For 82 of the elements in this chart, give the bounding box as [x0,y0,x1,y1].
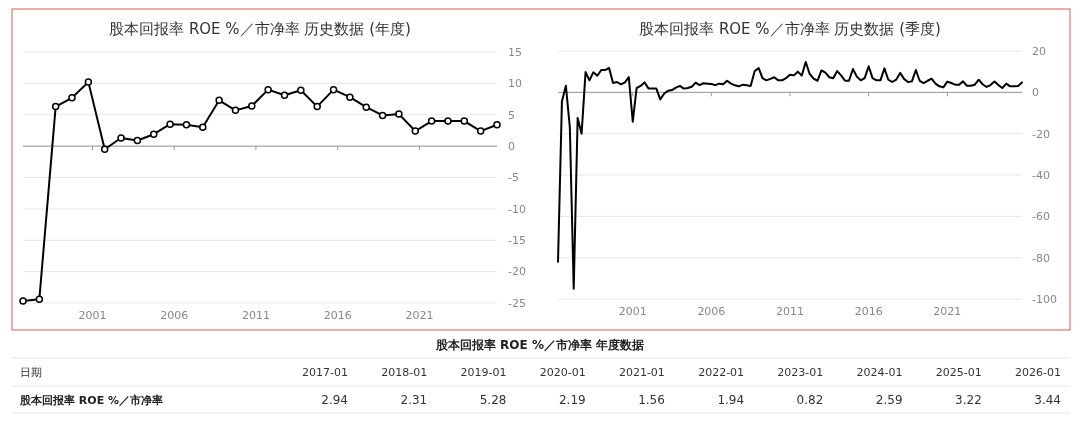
y-tick-label: -20 [1032,127,1050,141]
category-label: 2024-01 [856,366,903,379]
category-label: 2021-01 [618,366,665,379]
y-tick-label: -5 [508,171,519,185]
x-tick-label: 2011 [776,305,805,318]
point [378,111,387,120]
y-tick-label: 15 [508,45,522,59]
point [182,121,191,129]
point [84,78,93,86]
point [248,102,256,110]
y-tick-label: 0 [508,139,515,153]
x-tick-label: 2001 [78,309,107,322]
text: 股本回报率 ROE %／市净率 年度数据 [434,338,645,352]
text: 股本回报率 ROE %／市净率 [19,394,164,407]
x-tick-label: 2021 [933,305,962,318]
data-label: 3.44 [1034,393,1061,407]
x-tick-label: 2001 [618,305,647,318]
point [117,134,125,142]
point [362,103,370,111]
point [199,123,207,132]
point [215,96,223,105]
data-label: 1.94 [717,393,745,407]
chart-title: 股本回报率 ROE %／市净率 历史数据 (季度) [639,20,941,38]
point [395,110,403,118]
point [166,120,174,128]
x-tick-label: 2006 [160,309,189,322]
data-label: 0.82 [796,393,824,407]
point [460,117,469,125]
point [313,102,321,111]
y-tick-label: -15 [508,234,526,248]
point [444,117,452,125]
category-label: 2023-01 [777,366,824,379]
line-series [557,60,1023,290]
y-tick-label: -80 [1032,251,1050,265]
data-label: 2.94 [321,393,348,407]
point [264,85,272,94]
point [133,136,142,145]
point [19,297,27,305]
x-tick-label: 2016 [323,309,352,322]
y-tick-label: 20 [1032,44,1046,58]
point [100,145,109,154]
point [231,106,240,115]
y-tick-label: -100 [1032,292,1057,306]
category-label: 2026-01 [1015,366,1061,379]
data-label: 5.28 [479,393,507,407]
y-tick-label: 10 [508,77,522,91]
y-tick-label: 0 [1032,86,1039,100]
y-tick-label: -60 [1032,210,1050,224]
text: 日期 [20,366,42,379]
point [150,130,158,138]
category-label: 2022-01 [698,366,745,379]
y-tick-label: -25 [508,296,526,310]
data-label: 2.59 [875,393,903,407]
point [51,102,60,111]
data-label: 2.19 [558,393,586,407]
point [476,127,485,135]
category-label: 2020-01 [539,366,586,379]
category-label: 2019-01 [460,366,507,379]
data-label: 1.56 [638,393,665,407]
x-tick-label: 2011 [241,309,270,322]
point [329,85,338,94]
data-label: 2.31 [400,393,428,407]
point [411,127,420,135]
category-label: 2018-01 [381,366,428,379]
category-label: 2017-01 [302,366,348,379]
category-label: 2025-01 [935,366,982,379]
chart-title: 股本回报率 ROE %／市净率 历史数据 (年度) [109,20,411,38]
point [297,86,305,95]
point [493,121,501,129]
x-tick-label: 2006 [697,305,726,318]
point [346,93,354,101]
point [68,94,76,102]
point [35,295,44,303]
x-tick-label: 2021 [405,309,434,322]
point [280,91,289,100]
y-tick-label: -20 [508,265,526,279]
x-tick-label: 2016 [854,305,883,318]
y-tick-label: -10 [508,202,526,216]
data-label: 3.22 [955,393,982,407]
y-tick-label: -40 [1032,168,1050,182]
y-tick-label: 5 [508,108,515,122]
point [427,117,436,125]
